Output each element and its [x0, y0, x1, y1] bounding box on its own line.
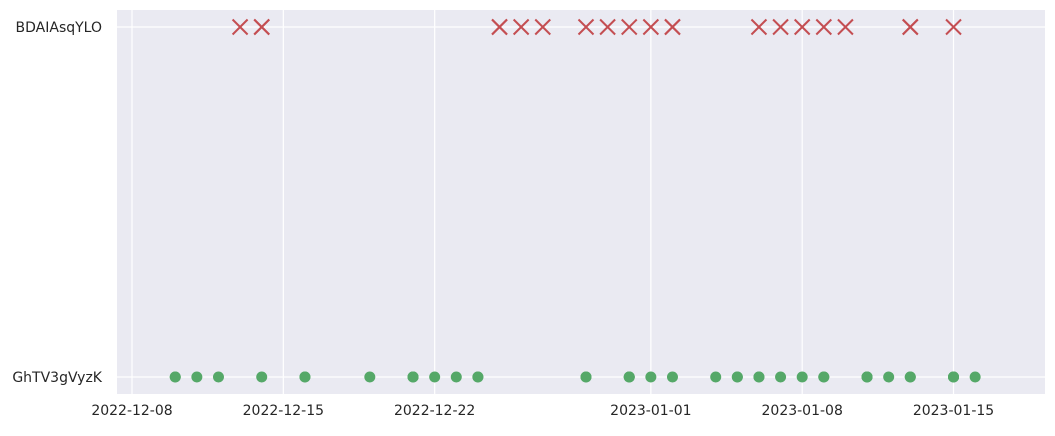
circle-marker-point: [169, 371, 181, 383]
x-marker-point: [231, 18, 249, 36]
circle-marker-point: [731, 371, 743, 383]
circle-marker-point: [450, 371, 462, 383]
circle-marker-point: [191, 371, 203, 383]
x-tick-label: 2023-01-08: [762, 403, 843, 419]
x-marker-point: [772, 18, 789, 36]
x-tick-label: 2023-01-15: [913, 403, 994, 419]
x-marker-point: [945, 18, 962, 36]
x-marker-point: [621, 18, 638, 36]
x-tick-label: 2022-12-08: [91, 403, 172, 419]
x-marker-point: [491, 18, 508, 36]
circle-marker-point: [472, 371, 484, 383]
circle-marker-point: [948, 371, 960, 383]
circle-marker-point: [256, 371, 268, 383]
x-marker-point: [664, 18, 681, 36]
circle-marker-point: [666, 371, 678, 383]
circle-marker-point: [818, 371, 830, 383]
x-tick-label: 2023-01-01: [610, 403, 691, 419]
circle-marker-point: [299, 371, 311, 383]
circle-marker-point: [212, 371, 224, 383]
circle-marker-point: [861, 371, 873, 383]
x-marker-point: [253, 18, 270, 36]
x-marker-point: [512, 18, 530, 36]
circle-marker-point: [904, 371, 916, 383]
x-marker-point: [815, 18, 833, 36]
y-tick-label: GhTV3gVyzK: [12, 370, 102, 386]
circle-marker-point: [969, 371, 981, 383]
circle-marker-point: [796, 371, 808, 383]
data-marks: [169, 18, 981, 383]
x-marker-point: [793, 18, 811, 36]
x-marker-point: [577, 18, 595, 36]
circle-marker-point: [429, 371, 441, 383]
y-axis: GhTV3gVyzK BDAIAsqYLO: [12, 20, 102, 386]
x-tick-label: 2022-12-15: [243, 403, 324, 419]
circle-marker-point: [407, 371, 419, 383]
circle-marker-point: [645, 371, 657, 383]
x-marker-point: [599, 18, 616, 36]
circle-marker-point: [753, 371, 765, 383]
x-marker-point: [750, 18, 768, 36]
x-tick-label: 2022-12-22: [394, 403, 475, 419]
circle-marker-point: [364, 371, 376, 383]
circle-marker-point: [710, 371, 722, 383]
circle-marker-point: [623, 371, 635, 383]
circle-marker-point: [883, 371, 895, 383]
x-axis: 2022-12-08 2022-12-15 2022-12-22 2023-01-01…: [91, 403, 994, 419]
circle-marker-point: [580, 371, 592, 383]
y-tick-label: BDAIAsqYLO: [16, 20, 102, 36]
x-marker-point: [837, 18, 854, 36]
x-marker-point: [642, 18, 660, 36]
x-marker-point: [902, 18, 919, 36]
x-marker-point: [534, 18, 551, 36]
circle-marker-point: [775, 371, 787, 383]
plot-area: [117, 10, 1045, 394]
